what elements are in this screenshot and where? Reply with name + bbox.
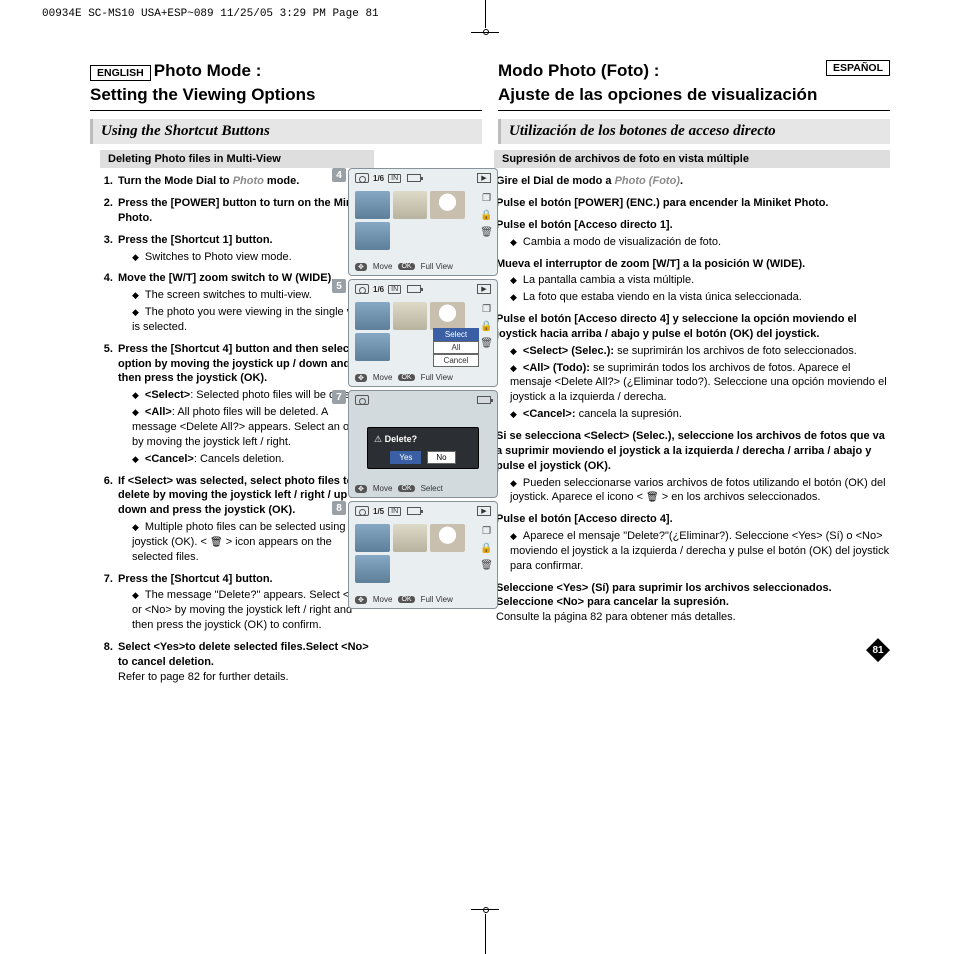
lcd-shots: 4 1/6 IN ❐🔒🗑 ✥Move OKFull View xyxy=(332,168,482,662)
block-title-en: Deleting Photo files in Multi-View xyxy=(100,150,374,168)
crop-mark xyxy=(483,907,489,913)
shot-8: 8 1/5 IN ❐🔒🗑 ✥Move OKFull View xyxy=(332,501,482,609)
delete-dialog: ⚠ Delete? Yes No xyxy=(367,427,479,469)
block-title-es: Supresión de archivos de foto en vista m… xyxy=(494,150,890,168)
menu: Select All Cancel xyxy=(433,328,479,367)
heading-en-1: Photo Mode : xyxy=(154,61,262,80)
battery-icon xyxy=(407,174,421,182)
heading-es-2: Ajuste de las opciones de visualización xyxy=(498,84,890,106)
multi-icon: ❐ xyxy=(482,193,491,204)
subhead-es: Utilización de los botones de acceso dir… xyxy=(498,119,890,144)
steps-es: Gire el Dial de modo a Photo (Foto). Pul… xyxy=(494,174,890,625)
rule xyxy=(90,110,482,111)
heading-en-2: Setting the Viewing Options xyxy=(90,84,482,106)
lang-badge-es: ESPAÑOL xyxy=(826,60,890,76)
crop-mark xyxy=(485,0,486,28)
camera-icon xyxy=(355,173,369,183)
page: ENGLISH Photo Mode : Setting the Viewing… xyxy=(90,60,890,692)
lock-icon: 🔒 xyxy=(480,210,492,221)
shot-5: 5 1/6 IN Select All Cancel xyxy=(332,279,482,387)
page-number: 81 xyxy=(866,638,890,662)
crop-mark xyxy=(483,29,489,35)
trash-icon: 🗑 xyxy=(480,227,493,238)
play-icon xyxy=(477,173,491,183)
yes-button: Yes xyxy=(390,451,421,464)
shot-4: 4 1/6 IN ❐🔒🗑 ✥Move OKFull View xyxy=(332,168,482,276)
print-header: 00934E SC-MS10 USA+ESP~089 11/25/05 3:29… xyxy=(42,8,379,20)
rule xyxy=(498,110,890,111)
no-button: No xyxy=(427,451,455,464)
shot-7: 7 ⚠ Delete? Yes No ✥Move OKSelect xyxy=(332,390,482,498)
lang-badge-en: ENGLISH xyxy=(90,65,151,81)
trash-icon: 🗑 xyxy=(210,537,223,548)
col-spanish: Modo Photo (Foto) : ESPAÑOL Ajuste de la… xyxy=(498,60,890,692)
trash-icon: 🗑 xyxy=(646,492,659,503)
heading-es-1: Modo Photo (Foto) : xyxy=(498,60,826,82)
crop-mark xyxy=(485,914,486,954)
subhead-en: Using the Shortcut Buttons xyxy=(90,119,482,144)
